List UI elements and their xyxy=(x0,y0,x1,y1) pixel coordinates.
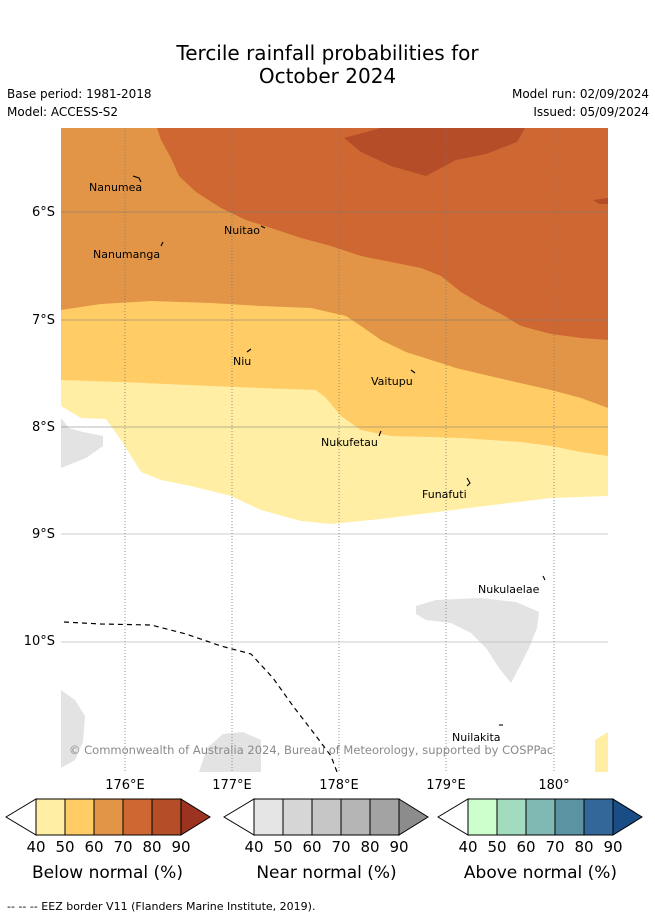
above-swatch-60 xyxy=(525,798,556,836)
lon-label-176e: 176°E xyxy=(105,778,145,793)
lon-label-178e: 178°E xyxy=(319,778,359,793)
place-nanumea: Nanumea xyxy=(89,181,143,194)
land-left-lower xyxy=(61,690,85,768)
place-nukulaelae: Nukulaelae xyxy=(478,583,540,596)
land-funafuti-region xyxy=(416,598,539,683)
near-swatch-50 xyxy=(282,798,313,836)
land-left-upper xyxy=(61,418,103,468)
near-over-arrow xyxy=(398,798,429,836)
copyright-notice: © Commonwealth of Australia 2024, Bureau… xyxy=(69,743,554,757)
place-vaitupu: Vaitupu xyxy=(371,375,413,388)
above-tick-70: 70 xyxy=(545,838,565,856)
above-swatch-40 xyxy=(467,798,498,836)
below-under-arrow xyxy=(5,798,37,836)
model-run: Model run: 02/09/2024 xyxy=(511,87,649,101)
near-under-arrow xyxy=(223,798,255,836)
eez-border xyxy=(63,621,338,772)
above-normal-title: Above normal (%) xyxy=(463,863,618,883)
below-swatch-80 xyxy=(151,798,182,836)
above-normal-colorbar xyxy=(437,798,643,836)
place-nuitao: Nuitao xyxy=(224,224,261,237)
place-nukufetau: Nukufetau xyxy=(321,436,378,449)
above-over-arrow xyxy=(612,798,643,836)
below-tick-90: 90 xyxy=(171,838,191,856)
below-normal-80-90-zone xyxy=(344,128,525,176)
base-period: Base period: 1981-2018 xyxy=(7,87,152,101)
title-line-2: October 2024 xyxy=(258,64,397,88)
lat-label-10s: 10°S xyxy=(23,634,55,649)
title-line-1: Tercile rainfall probabilities for xyxy=(176,41,479,65)
below-tick-50: 50 xyxy=(55,838,75,856)
below-swatch-60 xyxy=(93,798,124,836)
place-niu: Niu xyxy=(233,355,252,368)
above-tick-50: 50 xyxy=(487,838,507,856)
place-nanumanga: Nanumanga xyxy=(93,248,161,261)
above-tick-60: 60 xyxy=(516,838,536,856)
rainfall-map xyxy=(61,128,608,772)
model-name: Model: ACCESS-S2 xyxy=(7,105,119,119)
near-tick-40: 40 xyxy=(244,838,264,856)
grid-lines xyxy=(61,128,608,772)
below-tick-40: 40 xyxy=(26,838,46,856)
land-bottom-center xyxy=(199,732,261,772)
below-normal-title: Below normal (%) xyxy=(32,863,183,883)
above-swatch-80 xyxy=(583,798,614,836)
island-marks xyxy=(132,175,546,726)
above-tick-40: 40 xyxy=(458,838,478,856)
near-normal-colorbar xyxy=(223,798,429,836)
near-swatch-70 xyxy=(340,798,371,836)
below-tick-80: 80 xyxy=(142,838,162,856)
above-tick-80: 80 xyxy=(574,838,594,856)
map-title: Tercile rainfall probabilities for Octob… xyxy=(0,42,655,88)
below-swatch-50 xyxy=(64,798,95,836)
above-under-arrow xyxy=(437,798,469,836)
eez-border-note: -- -- -- EEZ border V11 (Flanders Marine… xyxy=(7,900,316,913)
below-swatch-40 xyxy=(35,798,66,836)
lon-label-179e: 179°E xyxy=(426,778,466,793)
below-normal-colorbar xyxy=(5,798,211,836)
lat-label-8s: 8°S xyxy=(31,420,55,435)
above-swatch-70 xyxy=(554,798,585,836)
near-tick-90: 90 xyxy=(389,838,409,856)
near-tick-50: 50 xyxy=(273,838,293,856)
near-swatch-80 xyxy=(369,798,400,836)
below-tick-60: 60 xyxy=(84,838,104,856)
place-funafuti: Funafuti xyxy=(422,488,467,501)
below-normal-80-90-edge xyxy=(593,198,608,204)
near-tick-80: 80 xyxy=(360,838,380,856)
below-normal-40-50-patch xyxy=(595,732,608,772)
place-nuilakita: Nuilakita xyxy=(452,731,501,744)
below-swatch-70 xyxy=(122,798,153,836)
near-swatch-40 xyxy=(253,798,284,836)
below-over-arrow xyxy=(180,798,211,836)
lat-label-9s: 9°S xyxy=(31,527,55,542)
lon-label-180: 180° xyxy=(538,778,570,793)
below-normal-70-80-zone xyxy=(157,128,608,340)
lon-label-177e: 177°E xyxy=(212,778,252,793)
near-tick-60: 60 xyxy=(302,838,322,856)
lat-label-7s: 7°S xyxy=(31,313,55,328)
above-swatch-50 xyxy=(496,798,527,836)
near-normal-title: Near normal (%) xyxy=(256,863,397,883)
near-tick-70: 70 xyxy=(331,838,351,856)
issued-date: Issued: 05/09/2024 xyxy=(533,105,649,119)
lat-label-6s: 6°S xyxy=(31,205,55,220)
above-tick-90: 90 xyxy=(603,838,623,856)
near-swatch-60 xyxy=(311,798,342,836)
below-tick-70: 70 xyxy=(113,838,133,856)
